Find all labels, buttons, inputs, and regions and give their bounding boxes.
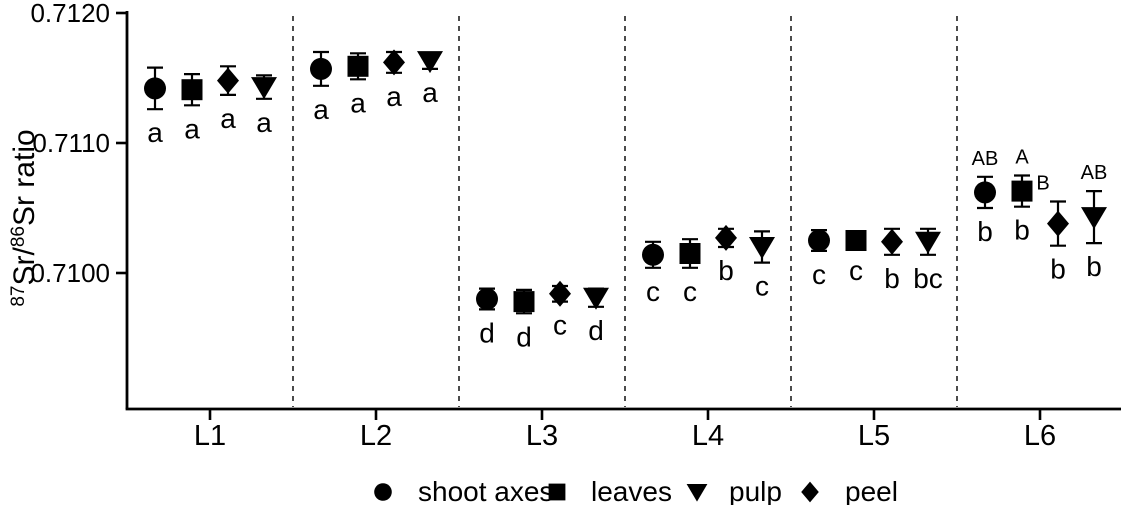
point-pulp-l1 (251, 77, 277, 100)
x-tick-label: L3 (526, 420, 558, 452)
sig-letter-below: c (553, 310, 567, 341)
sig-letter-below: c (812, 259, 826, 290)
sig-letter-below: a (313, 94, 329, 125)
legend-label-leaves: leaves (591, 476, 672, 505)
point-peel-l2 (383, 49, 405, 76)
point-pulp-l4 (749, 237, 775, 259)
y-tick-label: 0.7120 (30, 0, 110, 28)
point-pulp-l3 (583, 287, 609, 310)
sig-letter-below: a (350, 87, 366, 118)
sig-letter-above: AB (972, 148, 999, 170)
point-pulp-l2 (417, 51, 443, 74)
legend-marker-pulp (686, 484, 708, 502)
point-shoot-axes-l2 (310, 57, 332, 80)
sig-letter-below: a (386, 81, 402, 112)
point-shoot-axes-l4 (642, 243, 664, 266)
point-pulp-l5 (915, 231, 941, 254)
sig-letter-above: A (1015, 147, 1029, 169)
point-peel-l3 (549, 280, 571, 307)
y-tick-label: 0.7110 (32, 128, 110, 158)
sig-letter-below: d (479, 317, 495, 348)
sig-letter-below: c (683, 276, 697, 307)
point-shoot-axes-l1 (144, 77, 166, 100)
y-tick-label: 0.7100 (30, 258, 110, 288)
point-leaves-l4 (679, 243, 701, 264)
point-leaves-l3 (513, 291, 535, 313)
legend-marker-leaves (548, 483, 566, 501)
sig-letter-below: c (849, 255, 863, 286)
y-axis-title: 87Sr/86Sr ratio (8, 129, 41, 306)
sig-letter-below: c (755, 271, 769, 302)
sig-letter-below: b (1014, 215, 1030, 246)
point-leaves-l1 (181, 79, 203, 101)
sig-letter-below: b (1050, 254, 1066, 285)
sig-letter-below: b (884, 263, 900, 294)
point-shoot-axes-l5 (808, 229, 830, 252)
legend-label-peel: peel (845, 476, 898, 505)
sig-letter-below: b (977, 216, 993, 247)
point-pulp-l6 (1081, 207, 1107, 230)
point-shoot-axes-l6 (974, 181, 996, 204)
legend-label-pulp: pulp (729, 476, 782, 505)
point-leaves-l6 (1011, 180, 1033, 202)
point-peel-l4 (715, 224, 737, 251)
sig-letter-below: d (516, 321, 532, 352)
sig-letter-above: AB (1081, 162, 1108, 184)
sig-letter-below: c (646, 276, 660, 307)
sig-letter-below: b (718, 255, 734, 286)
sig-letter-below: bc (913, 263, 943, 294)
point-peel-l1 (217, 67, 239, 94)
point-leaves-l2 (347, 55, 369, 77)
point-peel-l5 (881, 228, 903, 255)
sig-letter-below: a (256, 107, 272, 138)
sig-letter-below: a (220, 103, 236, 134)
sig-letter-below: b (1086, 251, 1102, 282)
legend-marker-shoot-axes (374, 483, 392, 501)
x-tick-label: L6 (1024, 420, 1056, 452)
legend-label-shoot-axes: shoot axes (418, 476, 553, 505)
x-tick-label: L4 (692, 420, 724, 452)
sig-letter-above: B (1036, 173, 1049, 195)
point-leaves-l5 (845, 230, 867, 251)
x-tick-label: L5 (858, 420, 890, 452)
x-tick-label: L1 (194, 420, 226, 452)
sig-letter-below: d (588, 315, 604, 346)
point-peel-l6 (1047, 210, 1069, 237)
point-shoot-axes-l3 (476, 288, 498, 310)
sig-letter-below: a (422, 77, 438, 108)
sig-letter-below: a (147, 117, 163, 148)
legend-marker-peel (801, 481, 819, 503)
x-tick-label: L2 (360, 420, 392, 452)
sig-letter-below: a (184, 113, 200, 144)
